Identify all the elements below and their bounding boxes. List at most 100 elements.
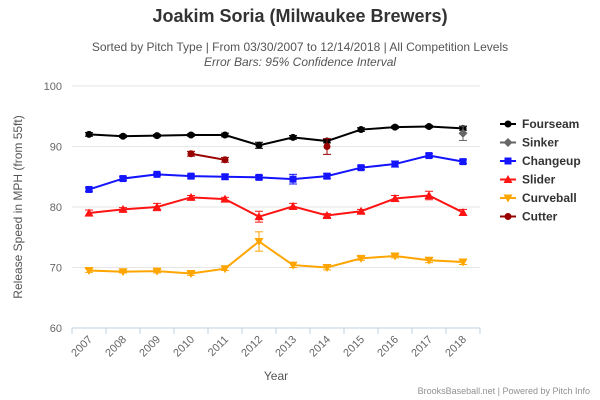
y-tick-label: 70: [50, 263, 62, 275]
series-curveball: [84, 231, 468, 279]
data-point: [152, 267, 162, 276]
x-tick-label: 2015: [341, 334, 367, 360]
data-point: [503, 194, 513, 203]
data-point: [356, 206, 366, 215]
data-point: [390, 194, 400, 203]
data-point: [356, 254, 366, 263]
data-point: [221, 131, 229, 139]
x-tick-label: 2009: [137, 334, 163, 360]
credits: BrooksBaseball.net | Powered by Pitch In…: [417, 386, 590, 396]
data-point: [425, 152, 433, 160]
x-axis-label: Year: [264, 369, 288, 383]
series-changeup: [85, 152, 467, 193]
y-tick-label: 60: [50, 323, 62, 335]
series-layer: [84, 123, 468, 279]
series-cutter: [187, 138, 331, 164]
data-point: [424, 191, 434, 200]
series-line: [88, 125, 464, 147]
legend-label: Slider: [522, 173, 556, 187]
data-point: [323, 172, 331, 180]
chart-subtitle: Sorted by Pitch Type | From 03/30/2007 t…: [91, 40, 509, 54]
data-point: [391, 160, 399, 168]
data-point: [289, 175, 297, 183]
legend-item-fourseam: Fourseam: [500, 117, 579, 131]
data-point: [85, 130, 93, 138]
data-point: [458, 258, 468, 267]
x-tick-label: 2018: [443, 334, 469, 360]
data-point: [187, 172, 195, 180]
data-point: [424, 256, 434, 265]
data-point: [187, 150, 195, 158]
x-tick-label: 2011: [206, 334, 231, 359]
data-point: [357, 164, 365, 172]
x-tick-label: 2013: [273, 334, 299, 360]
legend-item-cutter: Cutter: [500, 210, 558, 224]
data-point: [187, 131, 195, 139]
data-point: [118, 204, 128, 213]
data-point: [221, 156, 229, 164]
data-point: [119, 132, 127, 140]
data-point: [289, 133, 297, 141]
data-point: [425, 123, 433, 131]
data-point: [504, 213, 512, 220]
data-point: [503, 175, 513, 183]
data-point: [288, 261, 298, 270]
data-point: [254, 212, 264, 221]
x-tick-label: 2008: [103, 334, 129, 360]
data-point: [84, 267, 94, 276]
data-point: [458, 128, 468, 138]
y-tick-label: 90: [50, 142, 62, 154]
x-axis: 2007 2008 2009 2010 2011 2012 2013 2014 2015 2016…: [69, 327, 481, 360]
legend-item-changeup: Changeup: [500, 154, 581, 168]
data-point: [459, 158, 467, 166]
data-point: [153, 170, 161, 178]
series-sinker: [458, 125, 468, 141]
data-point: [254, 237, 264, 246]
data-point: [153, 132, 161, 140]
data-point: [391, 123, 399, 131]
legend-label: Changeup: [522, 154, 581, 168]
legend-label: Cutter: [522, 210, 558, 224]
data-point: [503, 138, 513, 147]
data-point: [119, 175, 127, 183]
series-slider: [84, 190, 468, 223]
series-line: [88, 194, 464, 218]
x-tick-label: 2016: [375, 334, 401, 360]
data-point: [186, 270, 196, 279]
data-point: [357, 126, 365, 134]
data-point: [186, 192, 196, 201]
x-tick-label: 2017: [409, 334, 435, 360]
data-point: [255, 141, 263, 149]
data-point: [390, 252, 400, 261]
data-point: [322, 210, 332, 219]
data-point: [118, 268, 128, 277]
data-point: [152, 202, 162, 211]
data-point: [85, 185, 93, 193]
data-point: [458, 207, 468, 216]
legend-label: Curveball: [522, 191, 577, 205]
data-point: [288, 201, 298, 210]
legend-item-curveball: Curveball: [500, 191, 577, 205]
data-point: [221, 173, 229, 181]
data-point: [220, 265, 230, 274]
grid-lines: [72, 85, 480, 329]
data-point: [84, 208, 94, 217]
data-point: [323, 143, 331, 150]
chart-title: Joakim Soria (Milwaukee Brewers): [152, 6, 448, 26]
series-line: [88, 240, 464, 275]
series-fourseam: [85, 123, 467, 149]
data-point: [220, 194, 230, 203]
x-tick-label: 2014: [307, 334, 333, 360]
x-tick-label: 2012: [239, 334, 265, 360]
chart-subtitle-error-bars: Error Bars: 95% Confidence Interval: [203, 55, 397, 69]
x-tick-label: 2007: [69, 334, 95, 360]
y-axis-label: Release Speed in MPH (from 55ft): [11, 115, 25, 298]
data-point: [504, 157, 512, 165]
data-point: [255, 173, 263, 181]
series-line: [88, 154, 464, 191]
data-point: [322, 264, 332, 272]
x-tick-label: 2010: [171, 334, 197, 360]
y-axis: 60 70 80 90 100: [44, 81, 62, 335]
y-tick-label: 100: [44, 81, 62, 93]
